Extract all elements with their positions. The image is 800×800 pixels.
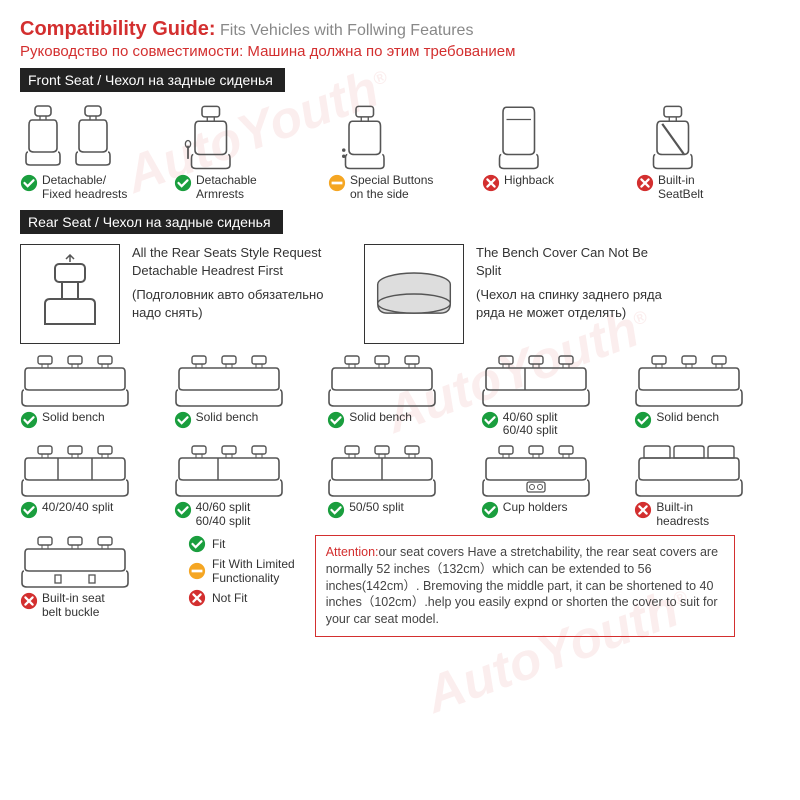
- front-item: Special Buttonson the side: [328, 102, 472, 202]
- bench-icon: [634, 354, 744, 409]
- rear-info-2-en: The Bench Cover Can Not Be Split: [476, 244, 676, 280]
- legend: Fit Fit With LimitedFunctionality Not Fit: [188, 535, 295, 607]
- check-icon: [20, 411, 38, 429]
- front-item-label: Built-inSeatBelt: [658, 174, 703, 202]
- check-icon: [20, 174, 38, 192]
- warn-icon: [188, 562, 206, 580]
- check-icon: [481, 411, 499, 429]
- bench-icon: [634, 444, 744, 499]
- rear-info-2-ru: (Чехол на спинку заднего ряда ряда не мо…: [476, 286, 676, 322]
- headrest-diagram-box: [20, 244, 120, 344]
- bench-icon: [174, 444, 284, 499]
- rear-item: Solid bench: [327, 354, 473, 439]
- attention-box: Attention:our seat covers Have a stretch…: [315, 535, 735, 637]
- cross-icon: [188, 589, 206, 607]
- front-item-label: Detachable/Fixed headrests: [42, 174, 127, 202]
- rear-item-label: 40/20/40 split: [42, 501, 113, 515]
- check-icon: [327, 501, 345, 519]
- section-rear-bar: Rear Seat / Чехол на задные сиденья: [20, 210, 283, 234]
- rear-item: 50/50 split: [327, 444, 473, 529]
- legend-label: Fit With LimitedFunctionality: [212, 557, 295, 585]
- rear-item: Cup holders: [481, 444, 627, 529]
- rear-item: Solid bench: [174, 354, 320, 439]
- check-icon: [634, 411, 652, 429]
- bench-icon: [327, 354, 437, 409]
- rear-row-1: Solid bench Solid bench: [20, 354, 780, 439]
- front-seat-row: Detachable/Fixed headrests DetachableArm…: [20, 102, 780, 202]
- rear-item: Built-inheadrests: [634, 444, 780, 529]
- check-icon: [174, 411, 192, 429]
- rear-item-label: Built-inheadrests: [656, 501, 709, 529]
- warn-icon: [328, 174, 346, 192]
- rear-item: Built-in seatbelt buckle: [20, 535, 168, 620]
- front-item: Detachable/Fixed headrests: [20, 102, 164, 202]
- rear-item-label: Cup holders: [503, 501, 568, 515]
- rear-item-label: Solid bench: [349, 411, 412, 425]
- bench-icon: [481, 354, 591, 409]
- cross-icon: [482, 174, 500, 192]
- rear-info-row: All the Rear Seats Style Request Detacha…: [20, 244, 780, 344]
- front-item: DetachableArmrests: [174, 102, 318, 202]
- title-sub: Fits Vehicles with Follwing Features: [220, 22, 473, 39]
- rear-row-3: Built-in seatbelt buckle: [20, 535, 168, 620]
- legend-item: Fit: [188, 535, 295, 553]
- rear-item-label: 40/60 split60/40 split: [503, 411, 558, 439]
- cross-icon: [20, 592, 38, 610]
- rear-item-label: Solid bench: [196, 411, 259, 425]
- rear-item-label: 40/60 split60/40 split: [196, 501, 251, 529]
- check-icon: [20, 501, 38, 519]
- check-icon: [327, 411, 345, 429]
- bench-icon: [20, 535, 130, 590]
- rear-item: 40/60 split60/40 split: [481, 354, 627, 439]
- check-icon: [174, 501, 192, 519]
- title-main: Compatibility Guide:: [20, 18, 216, 40]
- legend-label: Not Fit: [212, 591, 247, 605]
- rear-info-1-en: All the Rear Seats Style Request Detacha…: [132, 244, 352, 280]
- rear-item: 40/60 split60/40 split: [174, 444, 320, 529]
- attention-label: Attention:: [326, 545, 379, 559]
- seat-icon: [636, 102, 706, 172]
- bench-icon: [20, 354, 130, 409]
- rear-item-label: Solid bench: [42, 411, 105, 425]
- check-icon: [174, 174, 192, 192]
- bench-icon: [481, 444, 591, 499]
- bench-icon: [327, 444, 437, 499]
- bench-diagram-box: [364, 244, 464, 344]
- rear-item: Solid bench: [634, 354, 780, 439]
- rear-info-1-ru: (Подголовник авто обязательно надо снять…: [132, 286, 352, 322]
- front-item: Built-inSeatBelt: [636, 102, 780, 202]
- rear-item: Solid bench: [20, 354, 166, 439]
- legend-item: Not Fit: [188, 589, 295, 607]
- cross-icon: [634, 501, 652, 519]
- seat-pair-icon: [20, 102, 120, 172]
- check-icon: [481, 501, 499, 519]
- legend-item: Fit With LimitedFunctionality: [188, 557, 295, 585]
- rear-item: 40/20/40 split: [20, 444, 166, 529]
- seat-icon: [328, 102, 398, 172]
- front-item-label: Highback: [504, 174, 554, 188]
- rear-item-label: 50/50 split: [349, 501, 404, 515]
- bench-icon: [20, 444, 130, 499]
- section-front-bar: Front Seat / Чехол на задные сиденья: [20, 68, 285, 92]
- legend-label: Fit: [212, 537, 225, 551]
- bottom-row: Built-in seatbelt buckle Fit Fit With Lim…: [20, 535, 780, 637]
- rear-item-label: Solid bench: [656, 411, 719, 425]
- front-item: Highback: [482, 102, 626, 202]
- front-item-label: Special Buttonson the side: [350, 174, 433, 202]
- rear-row-2: 40/20/40 split 40/60 split60/40 split: [20, 444, 780, 529]
- check-icon: [188, 535, 206, 553]
- seat-highback-icon: [482, 102, 552, 172]
- front-item-label: DetachableArmrests: [196, 174, 257, 202]
- title-line: Compatibility Guide: Fits Vehicles with …: [20, 18, 780, 41]
- cross-icon: [636, 174, 654, 192]
- title-ru: Руководство по совместимости: Машина дол…: [20, 43, 780, 60]
- rear-info-1-text: All the Rear Seats Style Request Detacha…: [132, 244, 352, 323]
- bench-icon: [174, 354, 284, 409]
- seat-icon: [174, 102, 244, 172]
- rear-item-label: Built-in seatbelt buckle: [42, 592, 105, 620]
- rear-info-2-text: The Bench Cover Can Not Be Split (Чехол …: [476, 244, 676, 323]
- attention-text: our seat covers Have a stretchability, t…: [326, 545, 718, 627]
